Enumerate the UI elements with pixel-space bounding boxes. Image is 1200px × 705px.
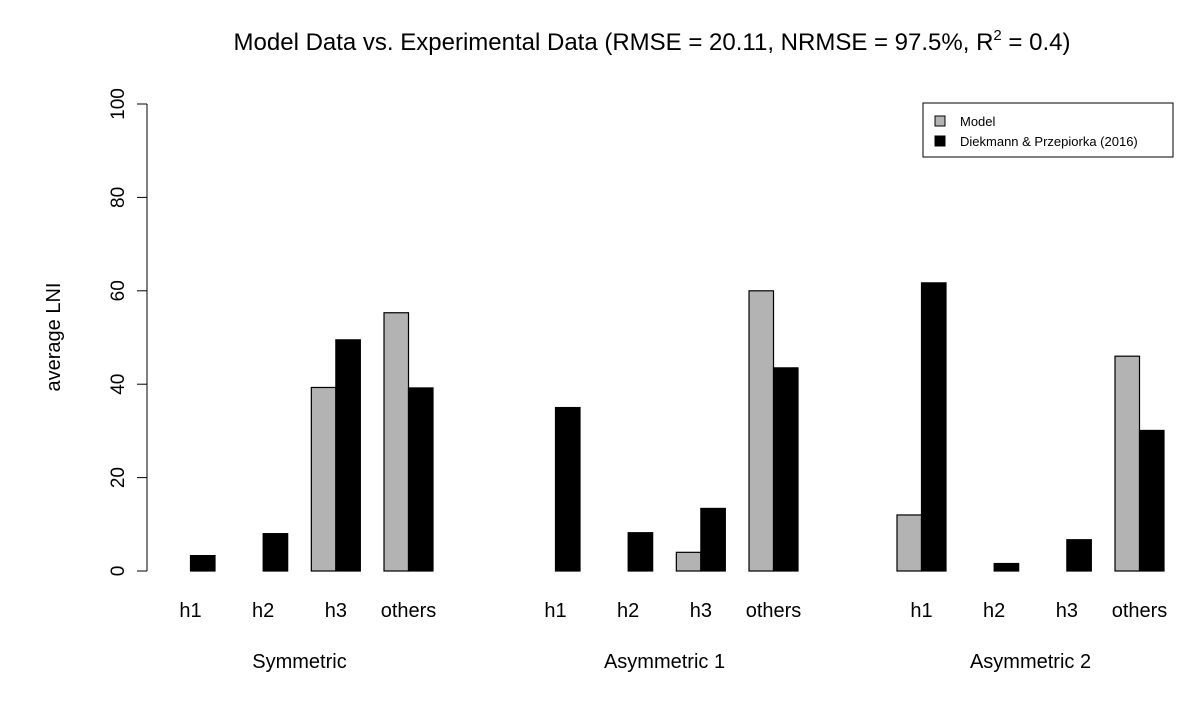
bar-experiment [554,406,581,572]
legend-box [922,102,1174,158]
x-category-label: others [746,600,802,622]
bar-experiment [189,554,216,572]
bar-experiment [993,562,1020,572]
bar-experiment [407,387,434,572]
y-tick-label: 100 [108,88,129,120]
title-superscript: 2 [993,27,1001,44]
legend-label-experiment: Diekmann & Przepiorka (2016) [960,134,1138,149]
x-category-label: h2 [983,600,1005,622]
y-axis: 0 20 40 60 80 100 [108,88,148,577]
title-suffix: = 0.4) [1002,29,1071,56]
bar-experiment [627,532,654,572]
legend: Model Diekmann & Przepiorka (2016) [922,102,1174,158]
bar-experiment [335,339,361,572]
bar-experiment [920,282,947,572]
x-category-label: h2 [252,600,274,622]
x-group-label: Symmetric [252,651,346,673]
y-tick-label: 20 [108,467,129,488]
x-category-label: h3 [325,600,347,622]
x-category-label: h1 [910,600,932,622]
chart-title: Model Data vs. Experimental Data (RMSE =… [234,27,1071,56]
legend-swatch-experiment [934,135,946,147]
legend-swatch-model [934,115,946,127]
bar-model [896,514,923,572]
x-group-label: Asymmetric 2 [970,651,1091,673]
bar-model [1114,355,1141,572]
x-labels: h1 h2 h3 others Symmetric h1 h2 h3 others Asymmet… [179,600,1167,673]
x-category-label: others [381,600,437,622]
y-tick-label: 40 [108,374,129,395]
bar-model [383,312,410,572]
bar-experiment [1138,429,1165,572]
x-group-label: Asymmetric 1 [604,651,725,673]
bar-experiment [700,507,726,572]
bar-model [675,551,702,572]
x-category-label: others [1112,600,1168,622]
y-tick-label: 80 [108,187,129,208]
y-tick-label: 0 [108,566,129,577]
bar-experiment [772,367,799,572]
bar-model [310,386,337,572]
bar-experiment [262,533,289,572]
x-category-label: h1 [179,600,201,622]
x-category-label: h3 [690,600,712,622]
legend-label-model: Model [960,114,996,129]
y-tick-label: 60 [108,280,129,301]
x-category-label: h1 [544,600,566,622]
x-category-label: h3 [1056,600,1078,622]
y-axis-label: average LNI [43,283,65,392]
bars [189,282,1165,572]
bar-model [748,290,775,572]
x-category-label: h2 [617,600,639,622]
bar-experiment [1066,539,1092,572]
